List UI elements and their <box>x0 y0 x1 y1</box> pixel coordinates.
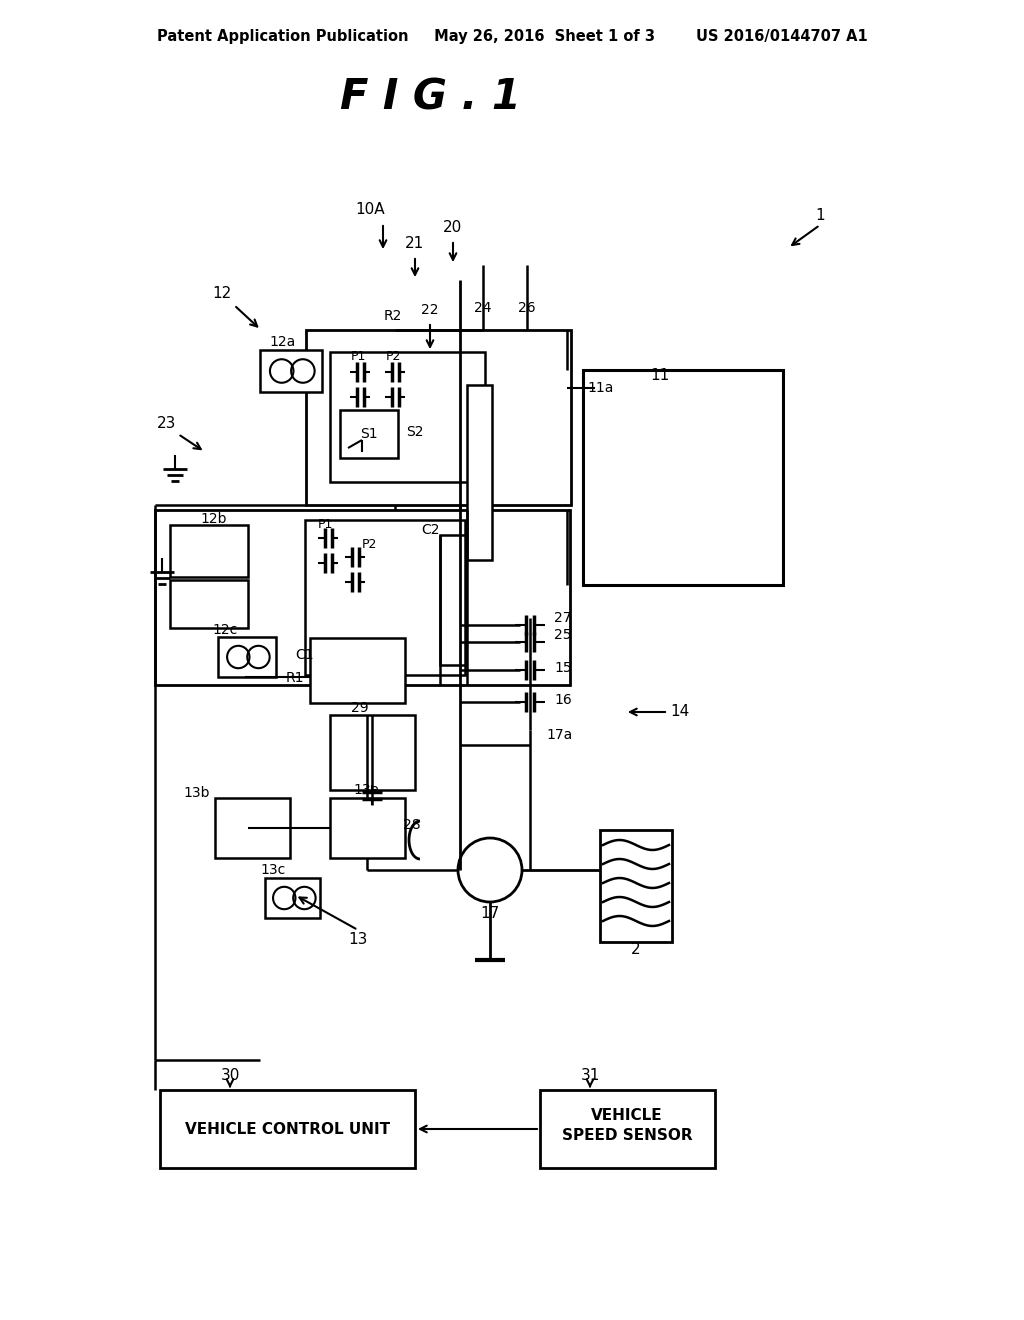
Bar <box>540 1090 715 1168</box>
Text: P1: P1 <box>350 350 366 363</box>
Text: C2: C2 <box>421 523 439 537</box>
Text: 12a: 12a <box>270 335 296 348</box>
Text: 13b: 13b <box>183 785 210 800</box>
Bar <box>305 520 465 675</box>
Text: F I G . 1: F I G . 1 <box>340 77 520 117</box>
Text: 22: 22 <box>421 304 438 317</box>
Bar <box>170 525 248 577</box>
Text: C1: C1 <box>296 648 314 663</box>
Text: R2: R2 <box>384 309 402 323</box>
Bar <box>310 638 406 704</box>
Text: 29: 29 <box>351 701 369 715</box>
Text: 30: 30 <box>220 1068 240 1082</box>
Text: 16: 16 <box>554 693 571 708</box>
Text: VEHICLE CONTROL UNIT: VEHICLE CONTROL UNIT <box>185 1122 390 1137</box>
Text: 10A: 10A <box>355 202 385 218</box>
Bar <box>155 510 570 685</box>
Bar <box>600 830 672 942</box>
Bar <box>330 715 415 789</box>
Bar <box>218 638 276 677</box>
Bar <box>583 370 783 585</box>
Text: R1: R1 <box>286 671 304 685</box>
Text: 27: 27 <box>554 611 571 624</box>
Text: 13: 13 <box>348 932 368 948</box>
Text: 2: 2 <box>631 942 641 957</box>
Text: 12c: 12c <box>212 623 238 638</box>
Text: 12b: 12b <box>200 512 226 525</box>
Bar <box>160 1090 415 1168</box>
Text: 11a: 11a <box>587 381 613 395</box>
Text: S2: S2 <box>407 425 424 440</box>
Text: P2: P2 <box>362 539 378 552</box>
Text: 23: 23 <box>158 416 177 430</box>
Bar <box>330 352 485 482</box>
Text: 17a: 17a <box>547 729 573 742</box>
Text: 20: 20 <box>443 220 463 235</box>
Text: SPEED SENSOR: SPEED SENSOR <box>562 1129 692 1143</box>
Text: 13a: 13a <box>354 783 380 797</box>
Text: 14: 14 <box>671 705 689 719</box>
Bar <box>440 535 465 665</box>
Text: 13c: 13c <box>260 863 286 876</box>
Bar <box>265 878 319 917</box>
Text: 11: 11 <box>650 367 670 383</box>
Text: VEHICLE: VEHICLE <box>591 1107 663 1122</box>
Text: Patent Application Publication     May 26, 2016  Sheet 1 of 3        US 2016/014: Patent Application Publication May 26, 2… <box>157 29 867 45</box>
Text: S1: S1 <box>360 426 378 441</box>
Text: 31: 31 <box>581 1068 600 1082</box>
Text: P1: P1 <box>317 519 333 532</box>
Text: 1: 1 <box>815 207 824 223</box>
Text: 25: 25 <box>554 628 571 642</box>
Bar <box>330 799 406 858</box>
Text: 15: 15 <box>554 661 571 675</box>
Text: 12: 12 <box>212 285 231 301</box>
Bar <box>260 350 322 392</box>
Bar <box>340 411 398 458</box>
Text: 28: 28 <box>403 818 421 832</box>
Bar <box>215 799 290 858</box>
Bar <box>170 579 248 628</box>
Text: 17: 17 <box>480 906 500 920</box>
Bar <box>306 330 571 506</box>
Text: P2: P2 <box>385 350 400 363</box>
Text: 21: 21 <box>406 235 425 251</box>
Text: 26: 26 <box>518 301 536 315</box>
Text: 24: 24 <box>474 301 492 315</box>
Bar <box>467 385 492 560</box>
